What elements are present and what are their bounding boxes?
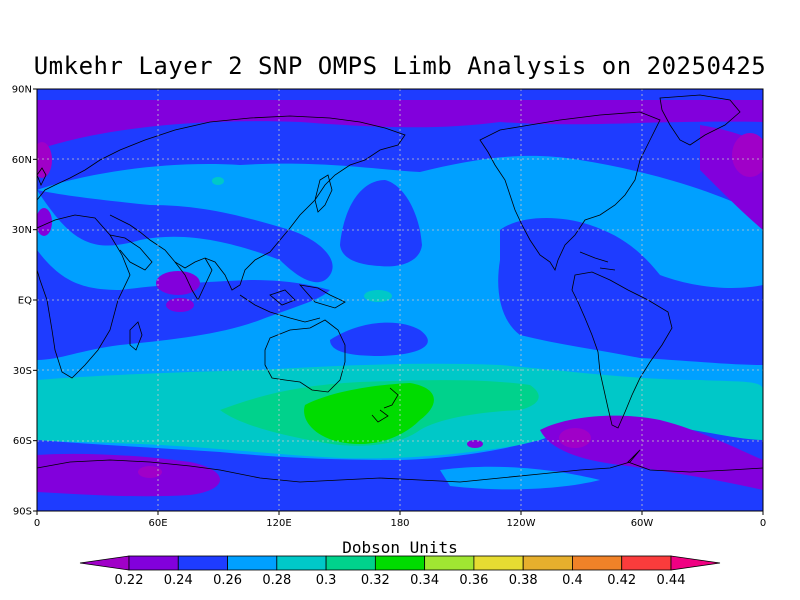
field-region: [138, 466, 162, 478]
colorbar-label: 0.42: [607, 573, 636, 588]
field-region: [166, 298, 194, 312]
coastline-south-america: [571, 271, 673, 429]
x-tick-label: 180: [390, 518, 409, 529]
colorbar-segment: [473, 555, 524, 571]
coastline-europe-asia: [37, 115, 406, 291]
colorbar-title: Dobson Units: [342, 538, 458, 557]
field-region: [156, 271, 200, 295]
field-region: [340, 180, 422, 267]
colorbar-segment: [374, 555, 426, 571]
colorbar-label: 0.28: [262, 573, 291, 588]
field-region: [37, 142, 52, 178]
coastline-indonesia: [239, 284, 346, 323]
colorbar-label: 0.36: [459, 573, 488, 588]
coastline-australia: [264, 319, 346, 393]
colorbar-label: 0.3: [316, 573, 337, 588]
colorbar-label: 0.26: [213, 573, 242, 588]
y-axis-ticks: 90N 60N 30N EQ 30S 60S 90S: [12, 85, 37, 518]
coastline-greenland: [659, 94, 741, 146]
colorbar-segment: [424, 555, 475, 571]
colorbar: 0.22 0.24 0.26 0.28 0.3 0.32 0.34 0.36 0.38 0.4 0.…: [79, 555, 721, 588]
field-region: [467, 440, 483, 448]
coastline-arabia: [109, 234, 153, 271]
colorbar-label: 0.24: [164, 573, 193, 588]
coastline-caribbean: [579, 251, 616, 271]
colorbar-label: 0.22: [115, 573, 144, 588]
colorbar-segment: [621, 555, 672, 571]
colorbar-label: 0.34: [410, 573, 439, 588]
field-region: [37, 130, 763, 215]
x-tick-label: 120W: [507, 518, 536, 529]
colorbar-segment: [227, 555, 278, 571]
colorbar-segment: [276, 555, 327, 571]
colorbar-segment: [79, 555, 130, 571]
colorbar-label: 0.4: [562, 573, 583, 588]
coastline-britain: [37, 167, 47, 186]
y-tick-label: 90N: [12, 85, 32, 96]
field-region: [732, 133, 763, 177]
x-tick-label: 60W: [631, 518, 654, 529]
y-tick-label: 60N: [12, 155, 32, 166]
field-region: [330, 322, 428, 356]
colorbar-segment: [522, 555, 573, 571]
field-region: [304, 383, 434, 444]
y-tick-label: 90S: [13, 507, 32, 518]
colorbar-segment: [325, 555, 376, 571]
colorbar-label: 0.38: [509, 573, 538, 588]
coastline-north-america: [479, 111, 661, 271]
field-region: [37, 208, 52, 236]
field-region: [212, 177, 224, 185]
graticule: [37, 89, 763, 511]
coastline-japan: [314, 174, 333, 213]
coastline-new-zealand: [371, 387, 399, 423]
field-region: [559, 428, 591, 448]
x-tick-label: 0: [34, 518, 40, 529]
y-tick-label: EQ: [18, 296, 32, 307]
x-axis-ticks: 0 60E 120E 180 120W 60W 0: [34, 511, 766, 529]
y-tick-label: 30N: [12, 225, 32, 236]
colorbar-label: 0.32: [361, 573, 390, 588]
coastlines: [37, 94, 763, 483]
y-tick-label: 60S: [13, 436, 32, 447]
coastline-antarctica: [37, 449, 763, 483]
coastline-madagascar: [129, 321, 143, 351]
colorbar-label: 0.44: [657, 573, 686, 588]
map-title: Umkehr Layer 2 SNP OMPS Limb Analysis on…: [33, 52, 767, 80]
y-tick-label: 30S: [13, 366, 32, 377]
field-region: [37, 190, 333, 283]
colorbar-segment: [572, 555, 623, 571]
field-region: [364, 290, 392, 302]
colorbar-segment: [177, 555, 228, 571]
x-tick-label: 0: [760, 518, 766, 529]
x-tick-label: 120E: [266, 518, 291, 529]
colorbar-segment: [128, 555, 179, 571]
colorbar-segment: [670, 555, 721, 571]
x-tick-label: 60E: [148, 518, 167, 529]
coastline-africa: [37, 214, 131, 379]
